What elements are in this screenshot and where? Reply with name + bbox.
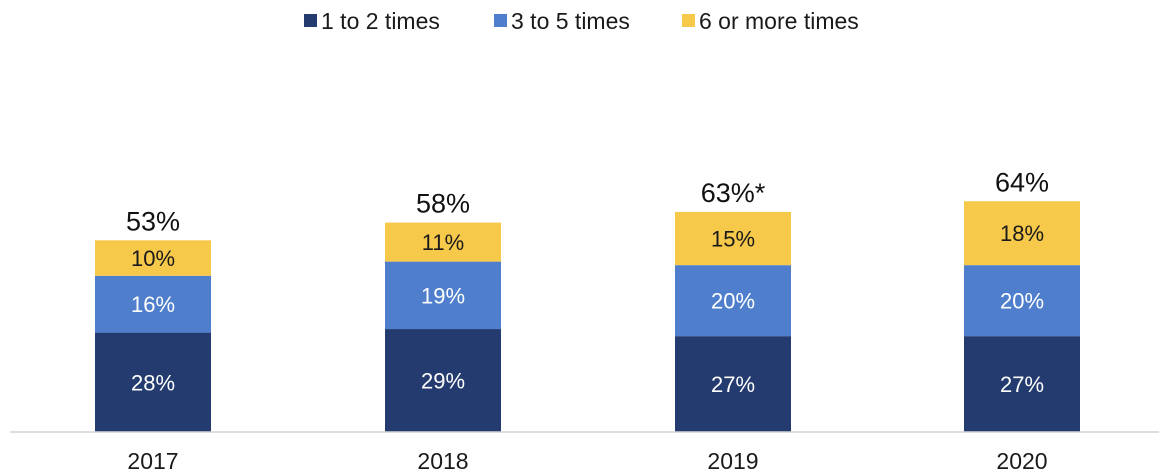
- legend-label: 1 to 2 times: [321, 8, 440, 34]
- data-label: 11%: [422, 230, 464, 255]
- total-label: 58%: [416, 189, 470, 219]
- total-label: 63%*: [701, 178, 766, 208]
- legend-item: 3 to 5 times: [494, 8, 630, 34]
- legend-swatch: [494, 14, 507, 27]
- x-axis-tick-labels: 2017 2018 2019 2020: [127, 448, 1047, 474]
- bar-segment: [675, 265, 791, 337]
- data-label: 20%: [711, 289, 755, 314]
- data-label: 28%: [131, 370, 175, 395]
- data-label: 27%: [1000, 372, 1044, 397]
- data-label: 10%: [131, 246, 175, 271]
- data-label: 20%: [1000, 289, 1044, 314]
- bar-segment: [95, 332, 211, 432]
- bar-segment: [385, 261, 501, 330]
- bar-segment: [675, 211, 791, 266]
- bar-group: 28% 16% 10% 53%: [95, 206, 211, 432]
- bar-segment: [95, 275, 211, 333]
- bar-group: 27% 20% 18% 64%: [964, 167, 1080, 432]
- chart-bars: 28%16%10%53%29%19%11%58%27%20%15%63%*27%…: [95, 167, 1080, 432]
- bar-segment: [964, 201, 1080, 266]
- chart-legend: 1 to 2 times 3 to 5 times 6 or more times: [304, 8, 859, 34]
- bar-segment: [675, 336, 791, 432]
- x-tick-label: 2017: [127, 448, 178, 474]
- legend-swatch: [682, 14, 695, 27]
- x-tick-label: 2019: [707, 448, 758, 474]
- legend-swatch: [304, 14, 317, 27]
- total-label: 64%: [995, 167, 1049, 197]
- data-label: 19%: [421, 283, 465, 308]
- bar-segment: [964, 265, 1080, 337]
- data-label: 18%: [1000, 221, 1044, 246]
- legend-item: 6 or more times: [682, 8, 859, 34]
- bar-segment: [964, 336, 1080, 432]
- bar-segment: [95, 240, 211, 276]
- legend-label: 6 or more times: [699, 8, 859, 34]
- data-label: 29%: [421, 369, 465, 394]
- total-label: 53%: [126, 206, 180, 236]
- bar-group: 27% 20% 15% 63%*: [675, 178, 791, 432]
- data-label: 15%: [711, 227, 755, 252]
- legend-item: 1 to 2 times: [304, 8, 440, 34]
- legend-label: 3 to 5 times: [511, 8, 630, 34]
- bar-group: 29% 19% 11% 58%: [385, 189, 501, 432]
- data-label: 16%: [131, 292, 175, 317]
- x-tick-label: 2020: [996, 448, 1047, 474]
- data-label: 27%: [711, 372, 755, 397]
- bar-segment: [385, 329, 501, 432]
- x-tick-label: 2018: [417, 448, 468, 474]
- bar-segment: [385, 222, 501, 262]
